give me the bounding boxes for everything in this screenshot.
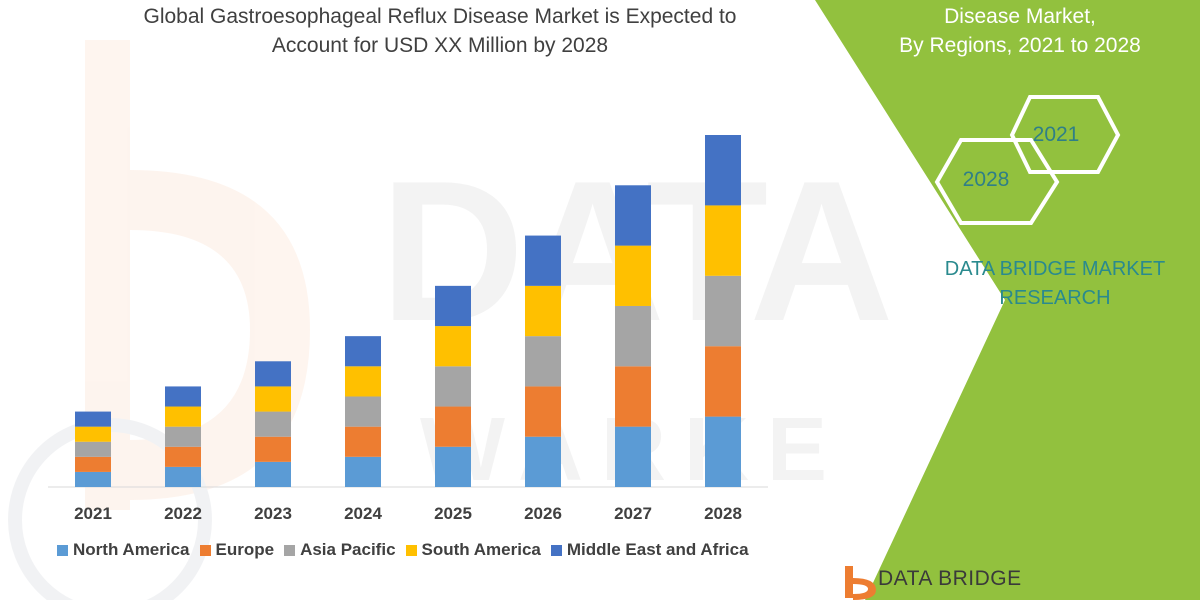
bar-segment-2026-europe: [525, 386, 561, 437]
bar-segment-2022-south-america: [165, 406, 201, 427]
side-panel: [815, 0, 1200, 600]
data-bridge-logo-icon: [845, 566, 876, 600]
x-tick-label: 2023: [254, 504, 292, 523]
hexagon-back-label: 2021: [1032, 123, 1080, 146]
legend-label: North America: [73, 540, 190, 559]
bar-segment-2025-south-america: [435, 326, 471, 367]
brand-line2: RESEARCH: [999, 287, 1111, 309]
legend-item: South America: [405, 540, 541, 560]
bar-segment-2024-north-america: [345, 456, 381, 487]
bar-segment-2028-asia-pacific: [705, 275, 741, 347]
legend-swatch: [550, 544, 562, 556]
x-tick-label: 2021: [74, 504, 112, 523]
bar-segment-2023-south-america: [255, 386, 291, 412]
bar-segment-2027-north-america: [615, 426, 651, 487]
bar-segment-2023-europe: [255, 436, 291, 462]
legend-label: South America: [421, 540, 541, 559]
legend-label: Asia Pacific: [300, 540, 396, 559]
bar-segment-2022-europe: [165, 446, 201, 467]
legend-item: North America: [57, 540, 190, 560]
bar-segment-2023-asia-pacific: [255, 411, 291, 437]
year-hexagons: [934, 95, 1121, 225]
footer-logo-text: DATA BRIDGE: [878, 567, 1022, 590]
bar-segment-2027-south-america: [615, 245, 651, 306]
x-tick-label: 2027: [614, 504, 652, 523]
bar-segment-2025-asia-pacific: [435, 366, 471, 407]
chart-title: Global Gastroesophageal Reflux Disease M…: [40, 2, 840, 60]
legend-swatch: [199, 544, 211, 556]
x-tick-label: 2024: [344, 504, 382, 523]
x-tick-label: 2022: [164, 504, 202, 523]
bar-segment-2028-south-america: [705, 205, 741, 276]
legend-swatch: [405, 544, 417, 556]
bar-segment-2028-europe: [705, 346, 741, 417]
bar-segment-2021-asia-pacific: [75, 441, 111, 457]
bar-segment-2022-asia-pacific: [165, 426, 201, 447]
brand-line1: DATA BRIDGE MARKET: [944, 258, 1166, 280]
chart-title-line2: Account for USD XX Million by 2028: [271, 34, 609, 57]
bar-segment-2021-middle-east-and-africa: [75, 411, 111, 427]
bar-segment-2023-north-america: [255, 461, 291, 487]
bar-segment-2025-middle-east-and-africa: [435, 285, 471, 327]
hexagon-back-icon: [1009, 95, 1121, 174]
legend-item: Europe: [199, 540, 275, 560]
legend-swatch: [57, 544, 68, 556]
legend-item: Middle East and Africa: [550, 540, 749, 560]
bar-segment-2022-north-america: [165, 466, 201, 487]
bar-segment-2026-middle-east-and-africa: [525, 235, 561, 286]
bar-segment-2021-north-america: [75, 471, 111, 487]
legend-label: Europe: [215, 540, 275, 559]
bar-segment-2024-asia-pacific: [345, 396, 381, 427]
bar-segment-2025-europe: [435, 406, 471, 447]
hexagon-front-label: 2028: [962, 168, 1010, 191]
x-tick-label: 2025: [434, 504, 472, 523]
bar-segment-2028-middle-east-and-africa: [705, 135, 741, 206]
bar-segment-2021-europe: [75, 456, 111, 472]
bar-segment-2026-north-america: [525, 436, 561, 487]
brand-name: DATA BRIDGE MARKET RESEARCH: [925, 255, 1185, 313]
hexagon-front-icon: [934, 138, 1060, 225]
side-title-line1: Disease Market,: [944, 5, 1096, 28]
chart-legend: North America Europe Asia Pacific South Ame…: [57, 540, 759, 560]
bar-segment-2026-south-america: [525, 285, 561, 337]
bar-segment-2027-europe: [615, 366, 651, 427]
bar-segment-2024-europe: [345, 426, 381, 457]
legend-label: Middle East and Africa: [566, 540, 749, 559]
legend-swatch: [284, 544, 296, 556]
x-tick-label: 2028: [704, 504, 742, 523]
bar-segment-2026-asia-pacific: [525, 336, 561, 387]
bar-segment-2023-middle-east-and-africa: [255, 361, 291, 387]
legend-item: Asia Pacific: [284, 540, 396, 560]
side-panel-title: Disease Market, By Regions, 2021 to 2028: [840, 2, 1200, 60]
bar-segment-2028-north-america: [705, 416, 741, 487]
bar-segment-2024-middle-east-and-africa: [345, 336, 381, 367]
x-tick-label: 2026: [524, 504, 562, 523]
bar-segment-2025-north-america: [435, 446, 471, 487]
bar-segment-2027-middle-east-and-africa: [615, 185, 651, 246]
bar-segment-2021-south-america: [75, 426, 111, 442]
side-title-line2: By Regions, 2021 to 2028: [899, 34, 1141, 57]
bar-segment-2022-middle-east-and-africa: [165, 386, 201, 407]
bar-segment-2027-asia-pacific: [615, 305, 651, 367]
chart-title-line1: Global Gastroesophageal Reflux Disease M…: [143, 5, 737, 28]
bar-segment-2024-south-america: [345, 366, 381, 397]
